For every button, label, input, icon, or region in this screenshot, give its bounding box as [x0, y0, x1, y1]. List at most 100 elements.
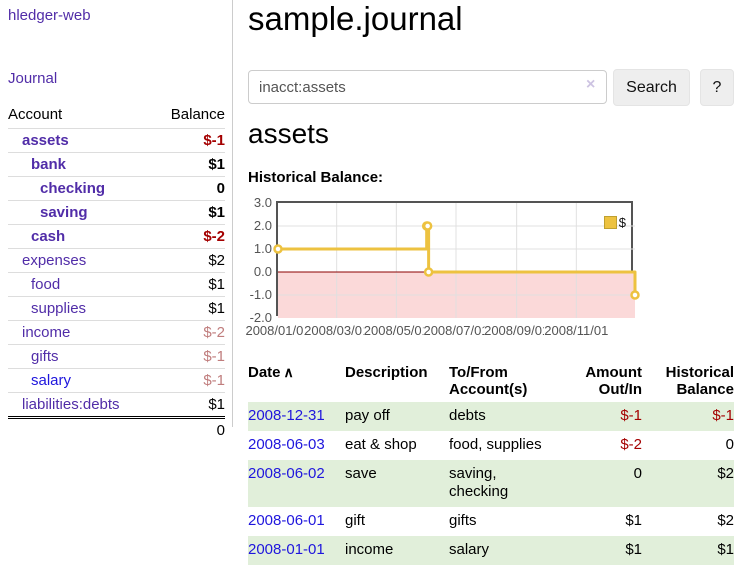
balance-column-header: Historical Balance — [665, 364, 734, 398]
account-heading: assets — [248, 118, 329, 149]
account-balance: $-1 — [154, 344, 225, 369]
x-axis-tick-label: 2008/09/01 — [484, 323, 550, 338]
transaction-accounts: food, supplies — [449, 435, 542, 453]
search-input[interactable] — [248, 70, 607, 104]
account-row: food $1 — [8, 272, 225, 297]
register-row: 2008-06-03 eat & shop food, supplies $-2… — [248, 431, 734, 460]
transaction-date-link[interactable]: 2008-12-31 — [248, 407, 325, 424]
balance-chart-svg — [273, 203, 640, 318]
historical-balance-chart: $ 3.0 2.0 1.0 0.0 -1.0 -2.0 2008/01/01 2008/03/… — [245, 195, 734, 347]
account-row: supplies $1 — [8, 296, 225, 321]
transaction-accounts: gifts — [449, 512, 477, 529]
accounts-column-header: Account — [8, 106, 63, 123]
accounts-column-header: To/From Account(s) — [449, 364, 528, 398]
date-column-header[interactable]: Date ∧ — [248, 364, 294, 381]
account-row: assets $-1 — [8, 128, 225, 153]
account-link-saving[interactable]: saving — [40, 204, 88, 221]
account-balance: 0 — [154, 176, 225, 201]
account-balance: $-1 — [154, 128, 225, 153]
account-link-bank[interactable]: bank — [31, 156, 67, 173]
chart-plot-area: $ — [273, 201, 640, 318]
help-button[interactable]: ? — [700, 69, 734, 106]
y-axis-tick-label: 3.0 — [253, 195, 272, 210]
account-row: liabilities:debts $1 — [8, 392, 225, 418]
account-link-assets[interactable]: assets — [22, 132, 69, 149]
transaction-amount: $1 — [625, 512, 642, 529]
account-row: gifts $-1 — [8, 344, 225, 369]
sort-ascending-icon: ∧ — [283, 364, 294, 380]
transaction-amount: 0 — [633, 464, 642, 482]
transaction-balance: $2 — [717, 464, 734, 482]
transaction-accounts: salary — [449, 540, 490, 558]
account-balance: $2 — [154, 248, 225, 273]
transaction-date-link[interactable]: 2008-06-01 — [248, 512, 325, 529]
account-balance: $-2 — [154, 224, 225, 249]
register-table: Date ∧ Description To/From Account(s) Amo… — [248, 360, 734, 565]
legend-swatch-icon — [603, 216, 617, 229]
register-row: 2008-01-01 income salary $1 $1 — [248, 535, 734, 565]
register-header-row: Date ∧ Description To/From Account(s) Amo… — [248, 360, 734, 402]
account-link-checking[interactable]: checking — [40, 180, 106, 197]
accounts-total-row: 0 — [8, 416, 225, 442]
x-axis-tick-label: 2008/03/01 — [304, 323, 370, 338]
account-balance: $1 — [154, 392, 225, 418]
transaction-amount: $-2 — [620, 435, 642, 453]
transaction-accounts: saving, checking — [449, 464, 509, 501]
account-link-expenses[interactable]: expenses — [22, 252, 87, 269]
description-column-header: Description — [345, 364, 428, 381]
account-row: checking 0 — [8, 176, 225, 201]
accounts-table-header-row: Account Balance — [8, 102, 225, 129]
account-balance: $-1 — [154, 368, 225, 393]
account-link-cash[interactable]: cash — [31, 228, 66, 245]
clear-search-icon[interactable]: × — [586, 76, 596, 93]
register-row: 2008-12-31 pay off debts $-1 $-1 — [248, 402, 734, 431]
y-axis-tick-label: 0.0 — [253, 264, 272, 279]
balance-column-header: Balance — [170, 106, 225, 123]
account-row: income $-2 — [8, 320, 225, 345]
transaction-description: gift — [345, 512, 366, 529]
account-row: saving $1 — [8, 200, 225, 225]
chart-heading: Historical Balance: — [248, 169, 384, 186]
account-link-income[interactable]: income — [22, 324, 71, 341]
transaction-date-link[interactable]: 2008-06-03 — [248, 435, 325, 453]
account-balance: $1 — [154, 272, 225, 297]
transaction-amount: $1 — [625, 540, 642, 558]
x-axis-tick-label: 2008/05/01 — [363, 323, 429, 338]
brand-link[interactable]: hledger-web — [8, 7, 91, 24]
transaction-description: eat & shop — [345, 435, 417, 453]
transaction-balance: $1 — [717, 540, 734, 558]
y-axis-tick-label: -2.0 — [249, 310, 272, 325]
transaction-description: save — [345, 464, 377, 482]
y-axis-tick-label: 1.0 — [253, 241, 272, 256]
account-link-supplies[interactable]: supplies — [31, 300, 87, 317]
account-balance: $1 — [154, 296, 225, 321]
page-title: sample.journal — [248, 0, 463, 37]
account-balance: $-2 — [154, 320, 225, 345]
account-balance: $1 — [154, 200, 225, 225]
amount-column-header: Amount Out/In — [585, 364, 642, 398]
search-form: × Search ? — [248, 69, 734, 107]
y-axis-tick-label: -1.0 — [249, 287, 272, 302]
account-link-salary[interactable]: salary — [31, 372, 72, 389]
accounts-total-value: 0 — [154, 416, 225, 442]
sidebar-item-journal[interactable]: Journal — [8, 70, 58, 87]
transaction-description: income — [345, 540, 394, 558]
accounts-table: Account Balance assets $-1 bank $1 check… — [8, 102, 225, 442]
account-link-gifts[interactable]: gifts — [31, 348, 59, 365]
legend-label: $ — [618, 215, 626, 230]
x-axis-tick-label: 2008/07/01 — [423, 323, 489, 338]
transaction-date-link[interactable]: 2008-01-01 — [248, 540, 325, 558]
account-link-liabilities-debts[interactable]: liabilities:debts — [22, 396, 120, 413]
account-row: cash $-2 — [8, 224, 225, 249]
account-row: salary $-1 — [8, 368, 225, 393]
transaction-date-link[interactable]: 2008-06-02 — [248, 464, 325, 482]
x-axis-tick-label: 2008/11/01 — [544, 323, 609, 338]
transaction-balance: $2 — [717, 512, 734, 529]
register-row: 2008-06-02 save saving, checking 0 $2 — [248, 459, 734, 507]
account-link-food[interactable]: food — [31, 276, 61, 293]
search-button[interactable]: Search — [613, 69, 690, 106]
transaction-balance: 0 — [725, 435, 734, 453]
transaction-accounts: debts — [449, 407, 486, 424]
account-row: bank $1 — [8, 152, 225, 177]
